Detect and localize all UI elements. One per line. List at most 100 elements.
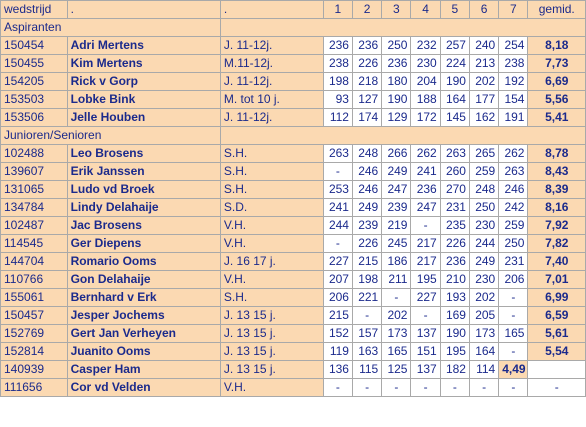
- member-id: 134784: [0, 198, 68, 217]
- header-name: .: [66, 0, 221, 19]
- round-score: 211: [381, 270, 412, 289]
- player-category: M. tot 10 j.: [219, 90, 324, 109]
- round-score: 157: [351, 324, 383, 343]
- round-score: 210: [439, 270, 470, 289]
- round-score: 236: [439, 252, 470, 271]
- round-score: 186: [381, 252, 412, 271]
- round-score: 230: [410, 54, 441, 73]
- round-score: -: [410, 306, 441, 325]
- average-score: 7,01: [527, 270, 586, 289]
- round-score: 244: [322, 216, 353, 235]
- header-average: gemid.: [527, 0, 586, 19]
- round-score: 239: [351, 216, 383, 235]
- section-header-row: Aspiranten: [0, 18, 586, 37]
- average-score: 5,54: [527, 342, 586, 361]
- round-score: 250: [498, 234, 529, 253]
- average-score: 8,78: [527, 144, 586, 163]
- player-category: S.H.: [219, 180, 324, 199]
- member-id: 102488: [0, 144, 68, 163]
- member-id: 114545: [0, 234, 68, 253]
- section-title: Aspiranten: [0, 18, 221, 37]
- round-score: 259: [498, 216, 529, 235]
- round-score: 164: [439, 90, 470, 109]
- round-score: 174: [351, 108, 383, 127]
- member-id: 139607: [0, 162, 68, 181]
- table-row: 144704 Romario Ooms J. 16 17 j. 227 215 186 21…: [0, 252, 586, 271]
- table-row: 139607 Erik Janssen S.H. -246 249 241 260 259 26…: [0, 162, 586, 181]
- round-score: 195: [410, 270, 441, 289]
- round-score: 246: [351, 180, 383, 199]
- member-id: 140939: [0, 360, 68, 379]
- round-score: 112: [322, 108, 353, 127]
- member-id: 155061: [0, 288, 68, 307]
- player-category: J. 13 15 j.: [219, 342, 324, 361]
- player-category: J. 11-12j.: [219, 108, 324, 127]
- round-score: 236: [351, 36, 383, 55]
- header-wedstrijd: wedstrijd: [0, 0, 68, 19]
- round-score: 240: [468, 36, 500, 55]
- round-score: 257: [439, 36, 470, 55]
- round-score: 180: [381, 72, 412, 91]
- header-round-6: 6: [468, 0, 500, 19]
- round-score: 235: [439, 216, 470, 235]
- round-score: 188: [410, 90, 441, 109]
- round-score: 136: [322, 360, 353, 379]
- round-score: 162: [468, 108, 500, 127]
- player-category: M.11-12j.: [219, 54, 324, 73]
- round-score: 241: [322, 198, 353, 217]
- round-score: 192: [498, 72, 529, 91]
- player-name: Gert Jan Verheyen: [66, 324, 221, 343]
- table-row: 140939 Casper Ham J. 13 15 j. 136 115 125 137 1…: [0, 360, 586, 379]
- round-score: 218: [351, 72, 383, 91]
- player-name: Jesper Jochems: [66, 306, 221, 325]
- player-name: Cor vd Velden: [66, 378, 221, 397]
- round-score: -: [381, 378, 412, 397]
- table-row: 152769 Gert Jan Verheyen J. 13 15 j. 152 157…: [0, 324, 586, 343]
- round-score: 204: [410, 72, 441, 91]
- average-score: 8,18: [527, 36, 586, 55]
- player-category: V.H.: [219, 270, 324, 289]
- table-row: 154205 Rick v Gorp J. 11-12j. 198 218 180 204 1…: [0, 72, 586, 91]
- round-score: 247: [381, 180, 412, 199]
- round-score: 227: [322, 252, 353, 271]
- round-score: 205: [468, 306, 500, 325]
- round-score: 127: [351, 90, 383, 109]
- section-header-row: Junioren/Senioren: [0, 126, 586, 145]
- round-score: 207: [322, 270, 353, 289]
- round-score: 165: [381, 342, 412, 361]
- round-score: 125: [381, 360, 412, 379]
- average-score: 5,56: [527, 90, 586, 109]
- round-score: 254: [498, 36, 529, 55]
- average-score: 6,69: [527, 72, 586, 91]
- member-id: 144704: [0, 252, 68, 271]
- header-round-7: 7: [498, 0, 529, 19]
- table-row: 155061 Bernhard v Erk S.H. 206 221-227 193 202…: [0, 288, 586, 307]
- round-score: -: [498, 342, 529, 361]
- round-score: 173: [468, 324, 500, 343]
- round-score: 227: [410, 288, 441, 307]
- member-id: 111656: [0, 378, 68, 397]
- player-name: Romario Ooms: [66, 252, 221, 271]
- round-score: 248: [351, 144, 383, 163]
- average-score: 5,61: [527, 324, 586, 343]
- round-score: -: [410, 378, 441, 397]
- round-score: 137: [410, 360, 441, 379]
- round-score: 93: [322, 90, 353, 109]
- round-score: 221: [351, 288, 383, 307]
- player-category: J. 13 15 j.: [219, 360, 324, 379]
- round-score: 231: [498, 252, 529, 271]
- round-score: 262: [498, 144, 529, 163]
- round-score: 206: [322, 288, 353, 307]
- player-name: Kim Mertens: [66, 54, 221, 73]
- round-score: -: [351, 378, 383, 397]
- round-score: 217: [410, 234, 441, 253]
- round-score: 226: [439, 234, 470, 253]
- member-id: 153506: [0, 108, 68, 127]
- header-round-2: 2: [351, 0, 383, 19]
- header-row: wedstrijd . . 1 2 3 4 5 6 7 gemid.: [0, 0, 586, 19]
- round-score: 259: [468, 162, 500, 181]
- round-score: 177: [468, 90, 500, 109]
- round-score: 263: [498, 162, 529, 181]
- round-score: -: [322, 162, 353, 181]
- member-id: 152769: [0, 324, 68, 343]
